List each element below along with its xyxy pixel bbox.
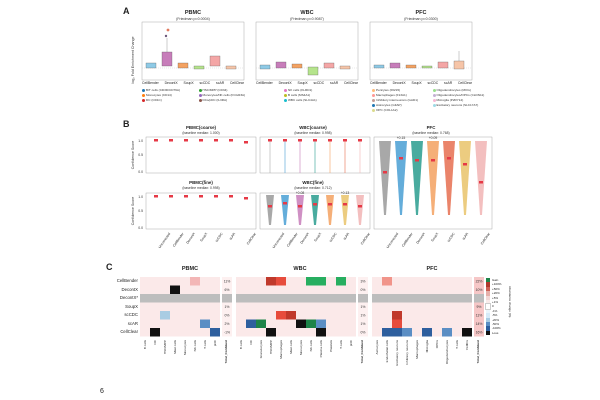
b-pbmc-fine-sub: (baseline median: 0.998) <box>182 186 220 190</box>
legend-pfc: Pericytes (RGS5) Oligodendrocytes (MOG) … <box>372 88 490 112</box>
svg-text:1.0: 1.0 <box>138 139 143 143</box>
legend-pbmc: B/T cells (CD3D/CD79A) HSC/MPP (CD34) Mo… <box>142 88 252 102</box>
c-row-labels: CellBender DecontX DecontX* SoupX scCDC … <box>116 278 138 334</box>
panel-c-heatmap: 11% 6% 1% 0% 2% -1% 3% 0% 1% 1% 1% 0% <box>140 277 484 337</box>
b-wbc-fine-title: WBC(fine) <box>302 180 324 185</box>
svg-text:0%: 0% <box>361 288 366 292</box>
svg-text:9%: 9% <box>477 305 482 309</box>
subplot-wbc-box <box>255 21 359 81</box>
panel-a-figure: log₂ Fold Enrichment Change <box>131 21 473 84</box>
b-pbmc-fine-title: PBMC(fine) <box>189 180 213 185</box>
svg-text:6%: 6% <box>225 288 230 292</box>
svg-text:3%: 3% <box>361 280 366 284</box>
svg-text:0.5: 0.5 <box>138 209 143 213</box>
legend-wbc: NK cells (KLRD1) B cells (MS4A1) WBC cel… <box>284 88 354 102</box>
box-scar <box>209 55 221 67</box>
c-wbc-title: WBC <box>293 266 307 272</box>
svg-text:16%: 16% <box>476 331 483 335</box>
panel-c-letter: C <box>106 262 113 272</box>
svg-text:22%: 22% <box>476 280 483 284</box>
wbc-heat <box>236 277 356 337</box>
subplot-pfc-box <box>369 21 473 81</box>
svg-text:+0.15: +0.15 <box>397 136 406 140</box>
svg-text:0%: 0% <box>225 314 230 318</box>
c-pbmc-title: PBMC <box>181 266 199 272</box>
svg-text:1%: 1% <box>361 305 366 309</box>
pfc-total-col: 22% 10% 9% 11% 14% 16% <box>474 277 484 337</box>
svg-text:+0.08: +0.08 <box>296 191 305 195</box>
pbmc-total-col: 11% 6% 1% 0% 2% -1% <box>222 277 232 337</box>
pbmc-title: PBMC <box>184 10 202 16</box>
pfc-title: PFC <box>415 10 427 16</box>
svg-text:+0.09: +0.09 <box>429 136 438 140</box>
svg-text:11%: 11% <box>476 314 483 318</box>
b-pbmc-coarse-sub: (baseline median: 1.000) <box>182 131 220 135</box>
svg-text:1.0: 1.0 <box>138 195 143 199</box>
c-legend: Gain +100% +50% +20% +5% +1% 0 -1% -5% -… <box>485 278 516 336</box>
c-col-labels-pfc: Astrocytes Endothelial cells Excitatory … <box>375 340 480 366</box>
b-xlabels-left: Uncorrected CellBender DecontX SoupX scC… <box>157 232 257 250</box>
svg-text:0.5: 0.5 <box>138 153 143 157</box>
svg-text:14%: 14% <box>476 322 483 326</box>
svg-text:+0.13: +0.13 <box>341 191 350 195</box>
b-pfc-sub: (baseline median: 0.768) <box>412 131 450 135</box>
svg-text:0%: 0% <box>361 331 366 335</box>
box-decontx <box>161 51 173 67</box>
wbc-total-col: 3% 0% 1% 1% 1% 0% <box>358 277 368 337</box>
b-wbc-coarse-title: WBC(coarse) <box>299 125 327 130</box>
panel-b-letter: B <box>123 119 130 129</box>
svg-text:1%: 1% <box>225 305 230 309</box>
wbc-title: WBC <box>300 10 314 16</box>
b-wbc-coarse-sub: (baseline median: 0.998) <box>294 131 332 135</box>
box-cellclear <box>225 65 237 70</box>
b-xlabels-right: Uncorrected CellBender DecontX SoupX scC… <box>385 232 491 250</box>
c-col-labels-wbc: B cells DC Granulocytes HSC/MPP Macropha… <box>239 340 364 364</box>
svg-text:1%: 1% <box>361 322 366 326</box>
wbc-subtitle: (Friedman p=0.9087) <box>290 17 324 21</box>
box-soupx <box>177 62 189 69</box>
pbmc-subtitle: (Friedman p=0.0004) <box>176 17 210 21</box>
page-number: 6 <box>100 388 104 395</box>
svg-text:0.0: 0.0 <box>138 226 143 230</box>
pfc-subtitle: (Friedman p=0.0300) <box>404 17 438 21</box>
b-wbc-fine-sub: (baseline median: 0.712) <box>294 186 332 190</box>
panel-a-letter: A <box>123 6 130 16</box>
box-cellbender <box>145 62 157 69</box>
b-ylabel-top: Confidence Score <box>131 141 135 170</box>
svg-text:-1%: -1% <box>224 331 230 335</box>
c-pfc-title: PFC <box>426 266 438 272</box>
box-sccdc <box>193 65 205 70</box>
b-pfc-title: PFC <box>426 125 436 130</box>
c-col-labels-pbmc: B cells DC HSC/MPP Mast cells Monocytes … <box>143 340 228 364</box>
panel-a-ylabel: log₂ Fold Enrichment Change <box>131 37 135 84</box>
b-pbmc-coarse-title: PBMC(coarse) <box>185 125 216 130</box>
panel-b-figure: Confidence Score Confidence Score 1.0 0.… <box>131 136 493 230</box>
subplot-pbmc-box <box>141 21 245 81</box>
svg-text:11%: 11% <box>224 280 231 284</box>
b-ylabel-bottom: Confidence Score <box>131 197 135 226</box>
pfc-heat <box>372 277 472 337</box>
b-xlabels-mid: Uncorrected CellBender DecontX SoupX scC… <box>271 232 371 250</box>
svg-text:0.0: 0.0 <box>138 170 143 174</box>
svg-text:10%: 10% <box>476 288 483 292</box>
svg-text:1%: 1% <box>361 314 366 318</box>
pbmc-heat <box>140 277 220 337</box>
svg-text:2%: 2% <box>225 322 230 326</box>
